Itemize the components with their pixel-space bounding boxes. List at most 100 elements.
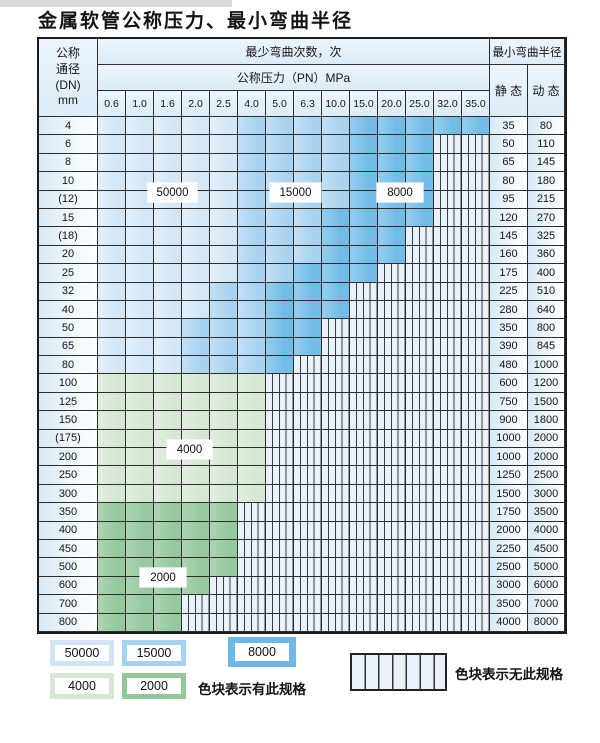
no-spec-cell: [434, 282, 462, 301]
dynamic-radius-value: 4500: [528, 539, 565, 559]
no-spec-cell: [322, 337, 350, 357]
static-radius-value: 900: [490, 411, 528, 430]
no-spec-cell: [378, 411, 406, 430]
no-spec-cell: [294, 576, 322, 596]
bend-cell: [210, 282, 238, 301]
dynamic-radius-value: 215: [528, 190, 565, 209]
bend-cell: [154, 613, 182, 632]
no-spec-cell: [406, 448, 434, 467]
no-spec-cell: [406, 411, 434, 430]
bend-cell: [154, 539, 182, 559]
static-radius-value: 95: [490, 190, 528, 209]
no-spec-cell: [266, 558, 294, 577]
no-spec-cell: [378, 539, 406, 559]
no-spec-cell: [462, 208, 490, 228]
no-spec-cell: [378, 503, 406, 522]
bend-cell: [126, 208, 154, 228]
header-min-bend-radius: 最小弯曲半径: [490, 39, 565, 65]
row-dn-label: 800: [39, 613, 98, 632]
no-spec-cell: [350, 595, 378, 614]
row-dn-label: 40: [39, 300, 98, 320]
bend-cell: [210, 153, 238, 173]
bend-cell: [98, 282, 126, 301]
no-spec-cell: [434, 392, 462, 412]
bend-cell: [238, 117, 266, 136]
dynamic-radius-value: 1500: [528, 392, 565, 412]
header-dn-line3: (DN): [55, 77, 81, 92]
no-spec-cell: [350, 539, 378, 559]
header-dn-line4: mm: [58, 93, 78, 108]
bend-cell: [266, 337, 294, 357]
no-spec-cell: [406, 300, 434, 320]
bend-cell: [126, 392, 154, 412]
no-spec-cell: [434, 264, 462, 283]
no-spec-cell: [238, 503, 266, 522]
bend-cell: [98, 135, 126, 154]
legend-swatch-4000: 4000: [50, 673, 114, 699]
bend-cell: [238, 392, 266, 412]
no-spec-cell: [266, 595, 294, 614]
no-spec-cell: [462, 392, 490, 412]
bend-cell: [154, 227, 182, 246]
bend-cell: [350, 264, 378, 283]
pressure-tick-4.0: 4.0: [238, 91, 266, 117]
bend-cell: [210, 484, 238, 504]
bend-cell: [266, 208, 294, 228]
no-spec-cell: [406, 539, 434, 559]
static-radius-value: 600: [490, 374, 528, 393]
no-spec-cell: [266, 613, 294, 632]
bend-cell: [182, 208, 210, 228]
dynamic-radius-value: 7000: [528, 595, 565, 614]
no-spec-cell: [462, 429, 490, 449]
bend-cell: [406, 208, 434, 228]
no-spec-cell: [322, 521, 350, 540]
header-dynamic: 动 态: [528, 65, 565, 117]
page-title: 金属软管公称压力、最小弯曲半径: [38, 10, 354, 32]
bend-cell: [350, 245, 378, 265]
no-spec-cell: [434, 613, 462, 632]
no-spec-cell: [350, 300, 378, 320]
no-spec-cell: [266, 411, 294, 430]
no-spec-cell: [434, 337, 462, 357]
bend-cell: [154, 153, 182, 173]
bend-cell: [154, 117, 182, 136]
bend-cell: [350, 190, 378, 209]
legend-swatch-2000: 2000: [122, 673, 186, 699]
bend-cell: [266, 264, 294, 283]
static-radius-value: 350: [490, 319, 528, 338]
bend-cell: [154, 300, 182, 320]
bend-cell: [182, 466, 210, 485]
bend-cell: [182, 337, 210, 357]
pressure-tick-35.0: 35.0: [462, 91, 490, 117]
bend-cell: [322, 282, 350, 301]
no-spec-cell: [434, 319, 462, 338]
no-spec-cell: [406, 503, 434, 522]
static-radius-value: 145: [490, 227, 528, 246]
bend-cell: [238, 429, 266, 449]
header-dn-line2: 通径: [55, 61, 80, 76]
bend-cell: [98, 190, 126, 209]
no-spec-cell: [294, 392, 322, 412]
row-dn-label: 80: [39, 356, 98, 375]
no-spec-cell: [238, 539, 266, 559]
bend-cell: [238, 448, 266, 467]
no-spec-cell: [322, 374, 350, 393]
bend-cell: [350, 172, 378, 191]
header-nominal-pressure: 公称压力（PN）MPa: [98, 65, 490, 91]
no-spec-cell: [378, 558, 406, 577]
bend-cell: [126, 227, 154, 246]
no-spec-cell: [238, 613, 266, 632]
dynamic-radius-value: 6000: [528, 576, 565, 596]
static-radius-value: 80: [490, 172, 528, 191]
legend-swatch-2000-label: 2000: [127, 678, 181, 694]
row-dn-label: 150: [39, 411, 98, 430]
bend-cell: [210, 135, 238, 154]
pressure-tick-6.3: 6.3: [294, 91, 322, 117]
no-spec-cell: [350, 448, 378, 467]
legend-swatch-50000-label: 50000: [55, 645, 109, 661]
legend-swatch-4000-label: 4000: [55, 678, 109, 694]
row-dn-label: 25: [39, 264, 98, 283]
no-spec-cell: [350, 576, 378, 596]
bend-cell: [182, 245, 210, 265]
no-spec-cell: [462, 521, 490, 540]
